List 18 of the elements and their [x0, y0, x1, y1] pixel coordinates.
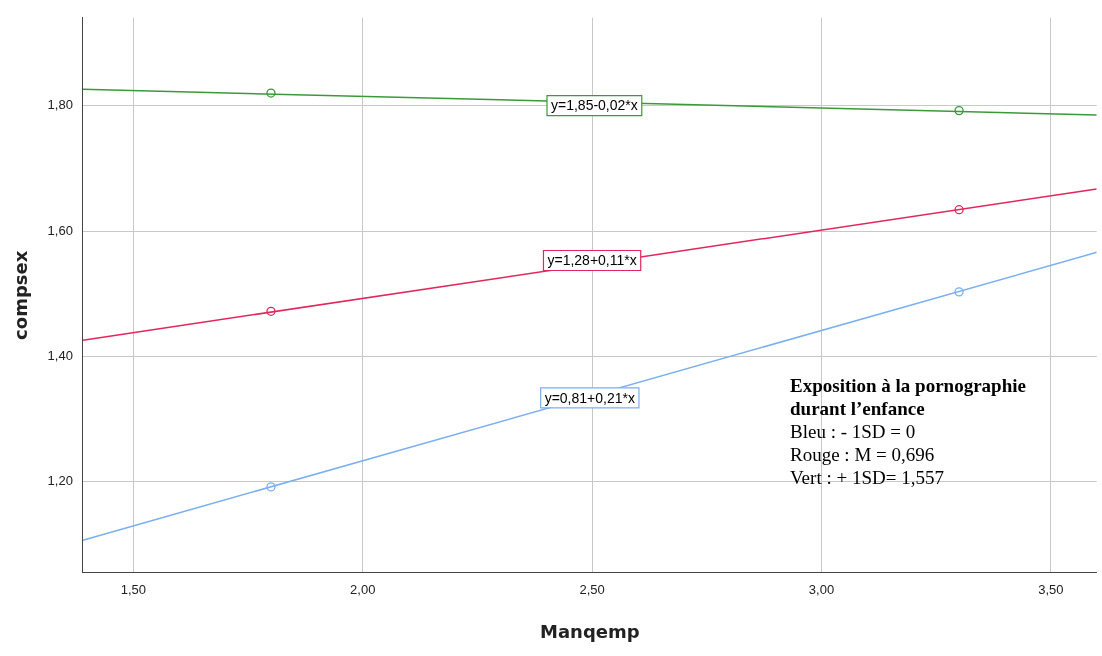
annotation: y=1,28+0,11*x	[547, 252, 637, 269]
annotation: Bleu : - 1SD = 0	[790, 420, 917, 443]
annotation: y=0,81+0,21*x	[544, 389, 635, 406]
x-tick-label: 3,00	[808, 582, 835, 598]
x-tick-label: 2,00	[350, 582, 376, 598]
y-axis-title: compsex	[10, 250, 32, 340]
annotation: Rouge : M = 0,696	[790, 443, 936, 466]
x-tick-label: 2,50	[579, 582, 605, 598]
annotation: y=1,85-0,02*x	[550, 97, 638, 114]
y-tick-label: 1,40	[47, 348, 73, 364]
x-tick-label: 1,50	[120, 582, 147, 598]
annotation: Exposition à la pornographie durant l’enfance	[790, 374, 1027, 420]
y-tick-label: 1,20	[47, 473, 73, 489]
x-axis-title: Manqemp	[540, 620, 640, 642]
y-tick-label: 1,80	[47, 97, 73, 113]
annotation: Vert : + 1SD= 1,557	[790, 466, 945, 489]
x-tick-label: 3,50	[1038, 582, 1064, 598]
y-tick-label: 1,60	[47, 222, 73, 238]
